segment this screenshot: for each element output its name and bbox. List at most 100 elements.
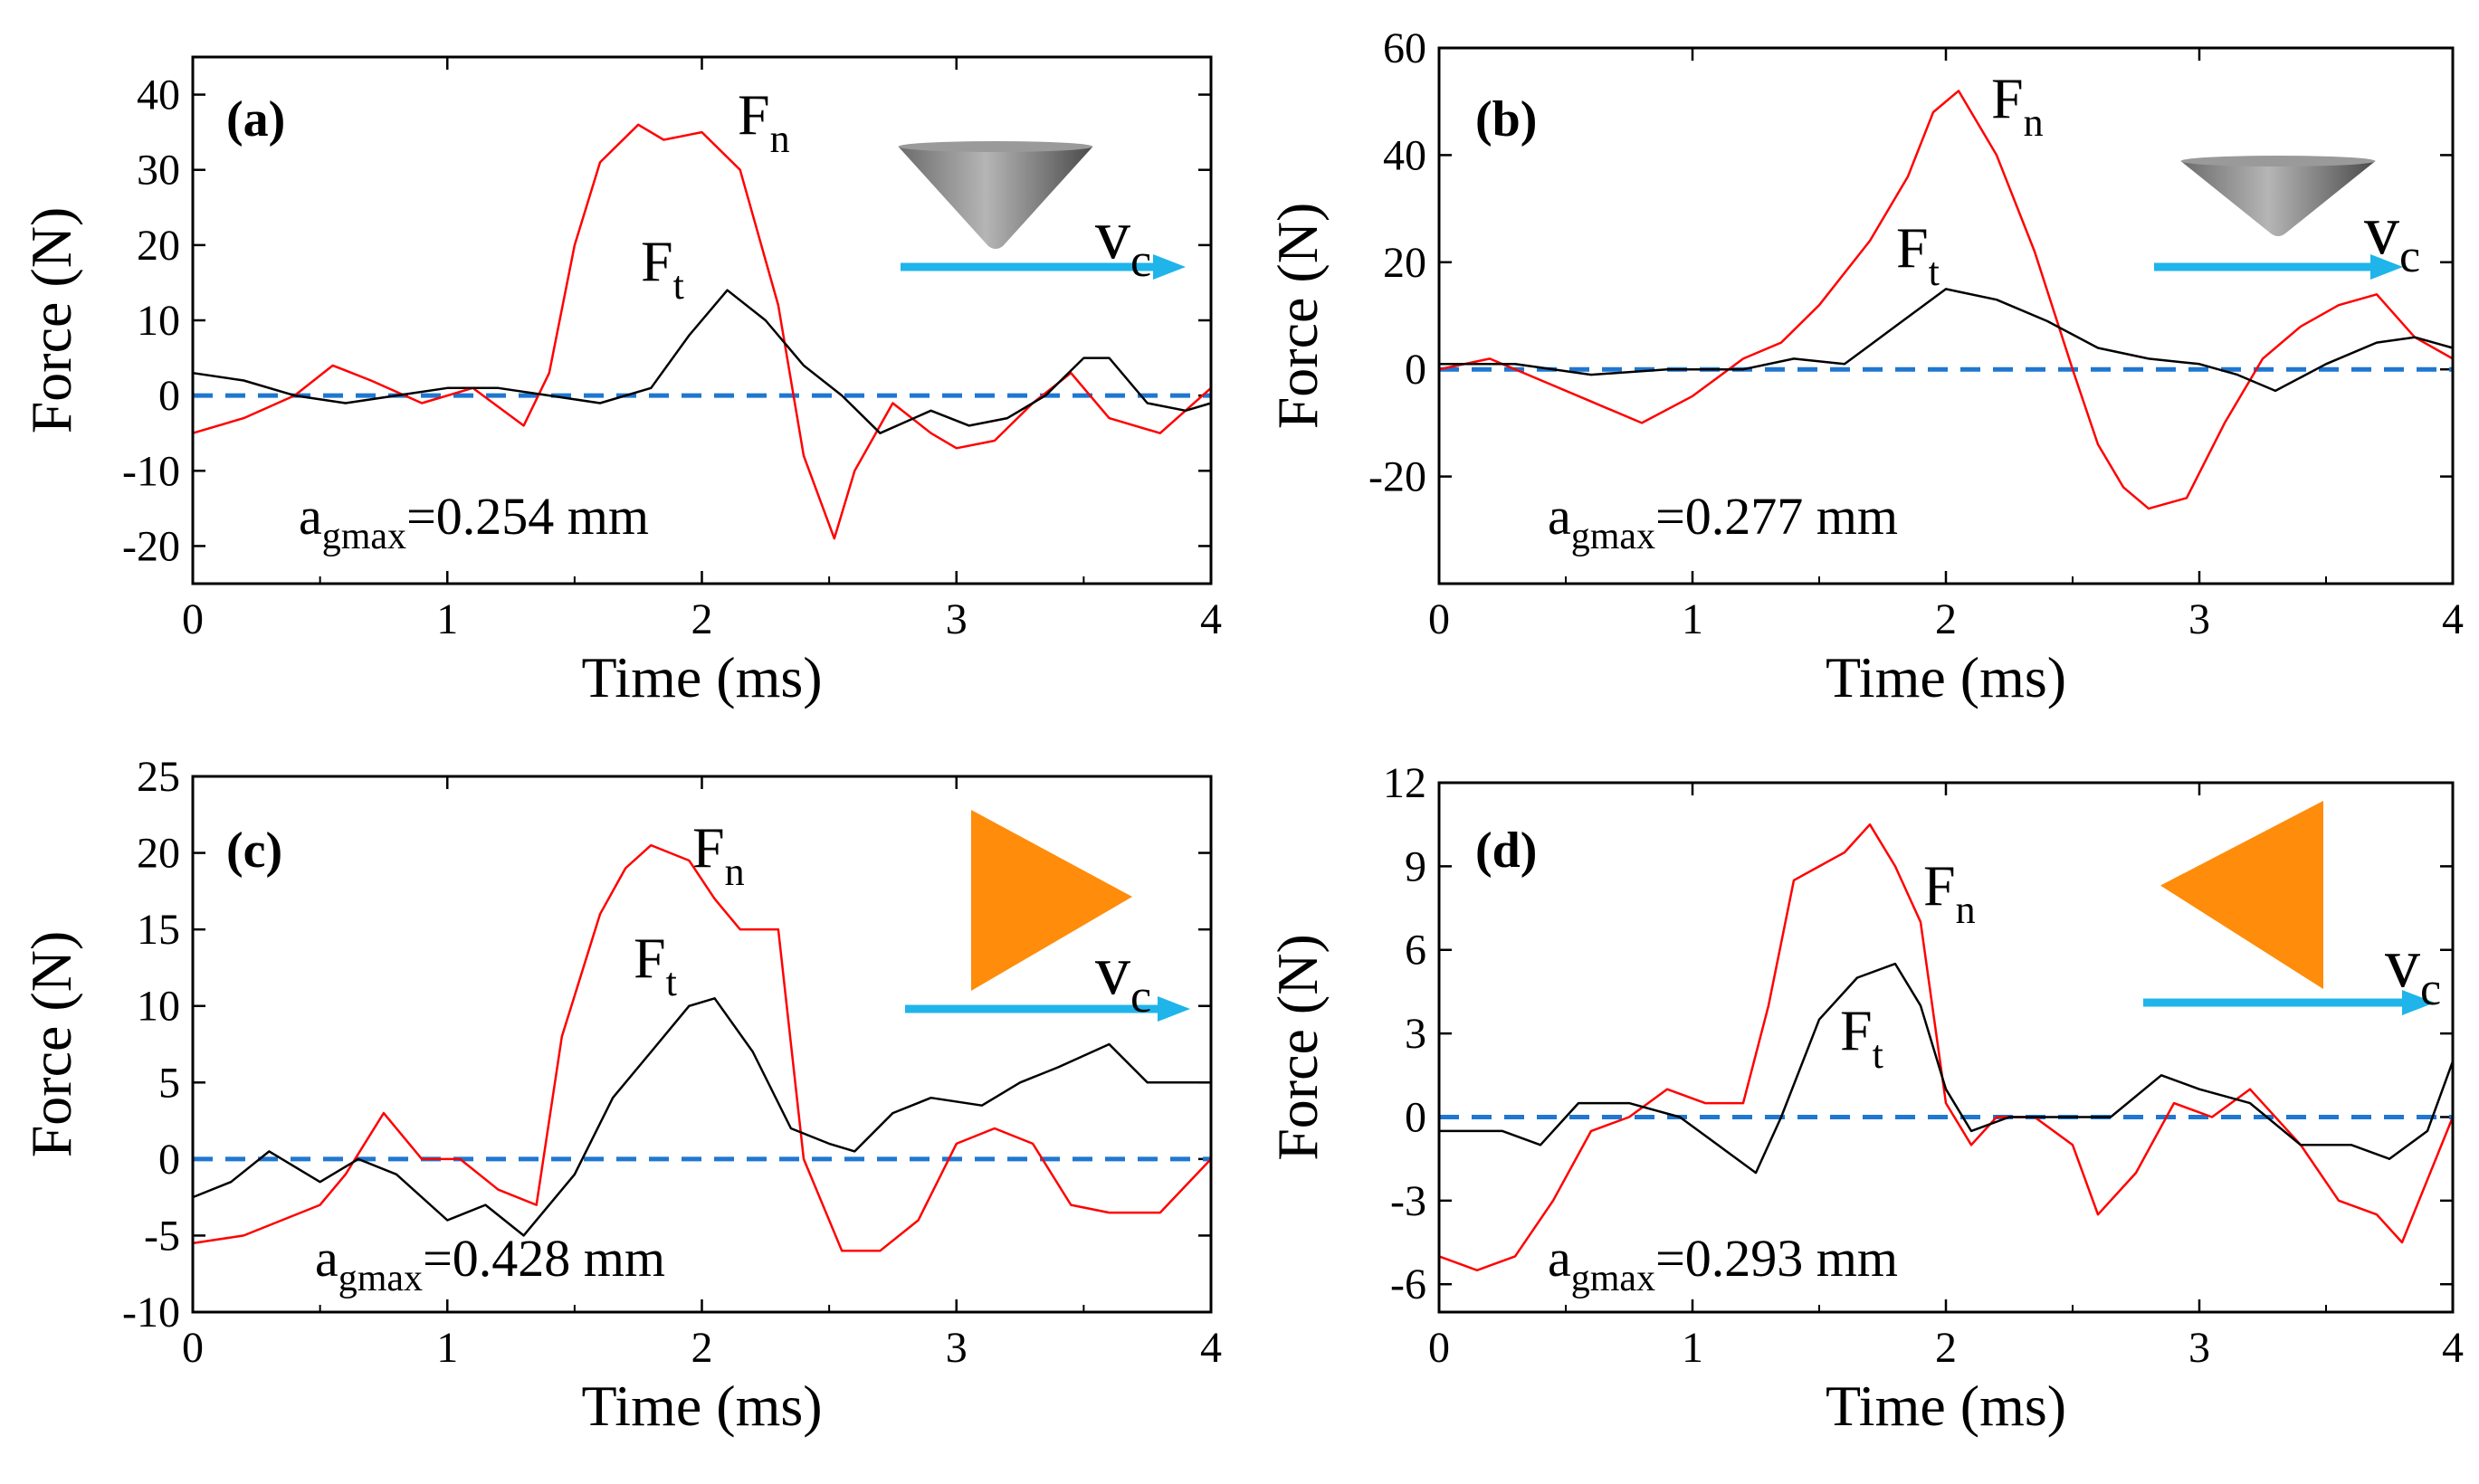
velocity-label: vc: [1095, 930, 1151, 1023]
label-fn: Fn: [692, 815, 745, 894]
x-tick-label: 4: [2442, 595, 2464, 643]
depth-annotation: agmax=0.428 mm: [315, 1229, 665, 1299]
panel-label: (c): [226, 823, 282, 879]
y-axis-title: Force (N): [19, 207, 83, 434]
plot-frame: [1437, 781, 2455, 1314]
y-tick-label: 0: [1405, 346, 1426, 394]
depth-annotation: agmax=0.277 mm: [1548, 487, 1898, 557]
x-tick-label: 1: [1682, 1324, 1703, 1372]
label-fn: Fn: [1923, 853, 1976, 932]
plot-frame: [191, 775, 1213, 1314]
y-tick-label: 15: [137, 906, 180, 954]
y-axis-title: Force (N): [1265, 934, 1330, 1161]
velocity-label: vc: [1095, 195, 1151, 287]
y-tick-label: 0: [1405, 1093, 1426, 1141]
depth-annotation: agmax=0.254 mm: [299, 487, 649, 557]
series-line-Fn: [192, 123, 1212, 540]
label-ft: Ft: [1840, 998, 1883, 1077]
y-tick-label: -6: [1390, 1260, 1426, 1308]
y-tick-label: 10: [137, 297, 180, 345]
y-tick-label: 6: [1405, 927, 1426, 975]
y-tick-label: -20: [122, 522, 180, 570]
x-tick-label: 1: [1682, 595, 1703, 643]
y-tick-label: -3: [1390, 1177, 1426, 1225]
velocity-label: vc: [2385, 923, 2441, 1015]
series-line-Fn: [192, 843, 1212, 1252]
plot-frame: [1437, 46, 2455, 585]
x-tick-label: 2: [1935, 595, 1957, 643]
series-line-Ft: [1439, 288, 2454, 393]
y-tick-label: 60: [1383, 24, 1426, 72]
depth-annotation: agmax=0.293 mm: [1548, 1229, 1898, 1299]
x-tick-label: 3: [946, 1324, 968, 1372]
velocity-arrow-head: [2370, 254, 2403, 280]
panel-label: (d): [1475, 823, 1537, 879]
series-line-Fn: [1438, 823, 2455, 1272]
series-line-Fn: [1438, 90, 2454, 510]
velocity-arrow-head: [2402, 990, 2435, 1015]
x-tick-label: 2: [691, 595, 713, 643]
y-tick-label: -20: [1368, 453, 1426, 501]
x-tick-label: 1: [436, 1324, 458, 1372]
x-tick-label: 0: [182, 1324, 204, 1372]
x-tick-label: 3: [2188, 595, 2210, 643]
label-ft: Ft: [641, 229, 684, 308]
y-tick-label: 20: [1383, 239, 1426, 287]
x-tick-label: 3: [2188, 1324, 2210, 1372]
x-axis-title: Time (ms): [581, 645, 822, 709]
series-line-Ft: [192, 289, 1212, 434]
y-tick-label: 3: [1405, 1010, 1426, 1058]
y-tick-label: -10: [122, 1289, 180, 1337]
panel-label: (b): [1475, 91, 1537, 147]
triangle-tool-icon: [971, 810, 1132, 991]
y-tick-label: 0: [158, 1136, 180, 1184]
y-tick-label: 20: [137, 830, 180, 878]
y-axis-title: Force (N): [1265, 203, 1330, 430]
x-tick-label: 2: [1935, 1324, 1957, 1372]
x-tick-label: 4: [2442, 1324, 2464, 1372]
y-tick-label: 10: [137, 983, 180, 1031]
cone-tool-icon: [898, 141, 1093, 249]
x-tick-label: 0: [1428, 1324, 1450, 1372]
series-line-Ft: [1439, 962, 2455, 1175]
y-tick-label: -10: [122, 447, 180, 495]
y-tick-label: 30: [137, 147, 180, 195]
velocity-label: vc: [2364, 190, 2420, 282]
cone-tool-icon: [2180, 156, 2376, 236]
series-line-Ft: [192, 997, 1211, 1237]
y-tick-label: 25: [137, 753, 180, 801]
x-tick-label: 2: [691, 1324, 713, 1372]
velocity-arrow-head: [1153, 254, 1186, 280]
y-tick-label: -5: [144, 1212, 180, 1260]
x-tick-label: 3: [946, 595, 968, 643]
panel-c: 0 1 2 3 4 -10 -5 0 5 10 15 20 25 Time (ms) Force (N) (c…: [19, 753, 1222, 1438]
label-ft: Ft: [1896, 215, 1940, 294]
y-tick-label: 20: [137, 222, 180, 270]
x-tick-label: 0: [1428, 595, 1450, 643]
x-tick-label: 1: [436, 595, 458, 643]
y-axis-title: Force (N): [19, 931, 83, 1158]
x-tick-label: 4: [1200, 595, 1222, 643]
x-tick-label: 4: [1200, 1324, 1222, 1372]
panel-a: 0 1 2 3 4 -20 -10 0 10 20 30 40 Time (ms) Force (N) (a…: [19, 55, 1222, 709]
x-axis-title: Time (ms): [1826, 1374, 2066, 1438]
triangle-tool-icon: [2160, 801, 2323, 989]
y-tick-label: 0: [158, 372, 180, 420]
velocity-arrow-head: [1158, 996, 1190, 1022]
x-tick-label: 0: [182, 595, 204, 643]
label-fn: Fn: [738, 82, 790, 161]
x-axis-title: Time (ms): [581, 1374, 822, 1438]
panel-label: (a): [226, 91, 285, 147]
y-tick-label: 40: [1383, 131, 1426, 179]
y-tick-label: 9: [1405, 842, 1426, 890]
y-tick-label: 5: [158, 1059, 180, 1107]
plot-frame: [191, 55, 1213, 585]
y-tick-label: 12: [1383, 759, 1426, 807]
label-fn: Fn: [1991, 66, 2044, 145]
panel-b: 0 1 2 3 4 -20 0 20 40 60 Time (ms) Force (N) (b) Fn Ft…: [1265, 24, 2464, 709]
x-axis-title: Time (ms): [1826, 645, 2066, 709]
y-tick-label: 40: [137, 71, 180, 119]
label-ft: Ft: [634, 926, 677, 1004]
